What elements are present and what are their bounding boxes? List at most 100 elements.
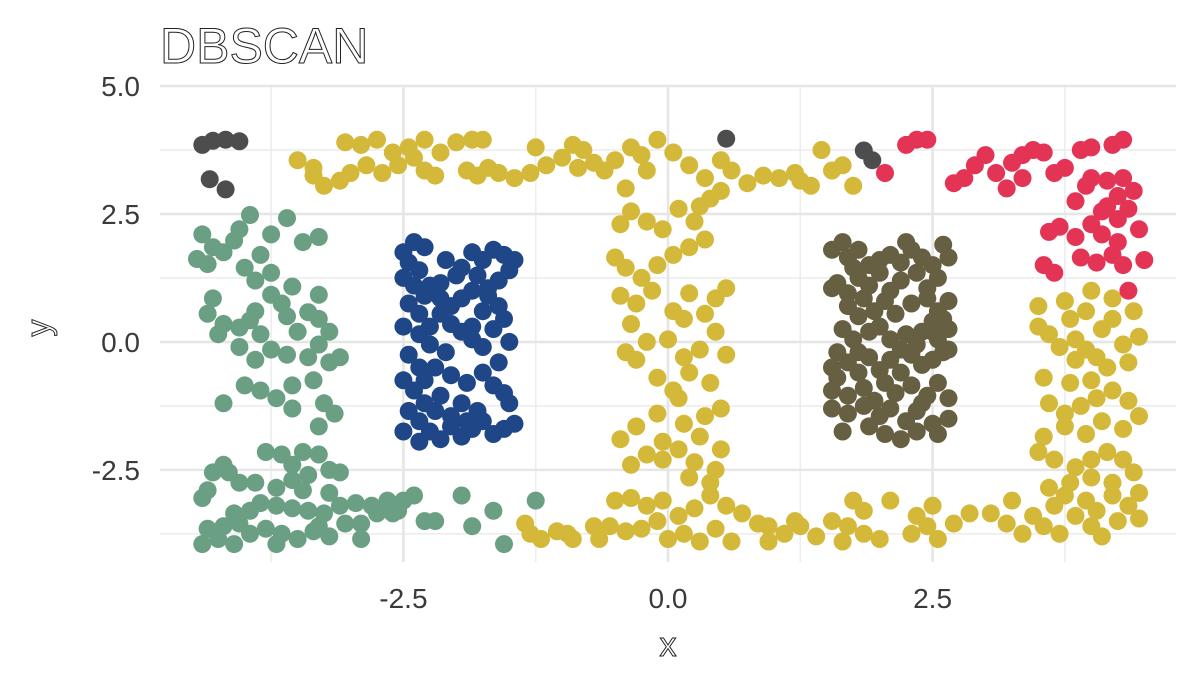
data-point	[431, 289, 450, 308]
data-point	[447, 266, 466, 285]
data-point	[1061, 309, 1080, 328]
data-point	[722, 161, 741, 180]
data-point	[807, 527, 826, 546]
data-point	[1130, 220, 1148, 239]
data-point	[251, 381, 270, 400]
data-point	[495, 535, 513, 554]
data-point	[696, 230, 714, 249]
data-point	[1108, 233, 1127, 252]
data-point	[230, 220, 249, 239]
x-tick-label: 0.0	[649, 583, 688, 614]
data-point	[452, 486, 471, 505]
data-point	[1061, 373, 1080, 392]
data-point	[399, 345, 418, 364]
data-point	[468, 402, 487, 420]
data-point	[431, 386, 450, 405]
data-point	[717, 345, 736, 364]
data-point	[606, 491, 625, 510]
data-point	[854, 501, 873, 520]
data-point	[352, 530, 371, 548]
data-point	[659, 330, 677, 349]
data-point	[216, 130, 235, 149]
data-point	[960, 504, 979, 523]
data-point	[902, 524, 921, 543]
data-point	[844, 176, 863, 195]
data-point	[690, 340, 709, 359]
data-point	[1103, 289, 1122, 308]
data-point	[685, 453, 704, 472]
data-point	[505, 169, 524, 188]
data-point	[574, 141, 593, 159]
data-point	[1114, 335, 1133, 354]
data-point	[457, 373, 476, 392]
data-point	[1077, 176, 1095, 195]
data-point	[696, 304, 714, 323]
data-point	[1082, 138, 1101, 157]
data-point	[267, 389, 286, 408]
data-point	[246, 271, 265, 290]
data-point	[632, 519, 651, 538]
data-point	[770, 169, 789, 188]
data-point	[251, 494, 270, 513]
data-point	[246, 473, 265, 492]
data-point	[299, 466, 318, 484]
chart-title: DBSCAN	[160, 18, 368, 74]
data-point	[341, 164, 360, 182]
data-point	[685, 499, 704, 518]
data-point	[1040, 325, 1058, 344]
data-point	[1103, 486, 1122, 505]
data-point	[420, 317, 439, 336]
data-point	[436, 251, 455, 269]
data-point	[288, 530, 307, 548]
data-point	[918, 289, 937, 308]
data-point	[241, 524, 259, 543]
data-point	[394, 422, 413, 441]
data-point	[680, 363, 699, 382]
data-point	[648, 368, 667, 387]
data-point	[558, 524, 577, 543]
data-point	[1135, 251, 1154, 269]
data-point	[860, 322, 879, 341]
data-point	[680, 238, 699, 257]
data-point	[907, 422, 926, 441]
data-point	[939, 409, 958, 428]
data-point	[357, 156, 376, 175]
data-point	[870, 263, 889, 282]
data-point	[863, 151, 882, 170]
data-point	[648, 512, 667, 531]
data-point	[833, 422, 852, 441]
data-point	[701, 473, 720, 492]
data-point	[669, 199, 688, 218]
data-point	[500, 332, 519, 351]
data-point	[256, 443, 275, 461]
data-point	[283, 455, 302, 474]
data-point	[897, 233, 916, 252]
data-point	[473, 302, 492, 321]
data-point	[1040, 478, 1058, 497]
data-point	[643, 281, 662, 300]
data-point	[415, 238, 434, 257]
data-point	[934, 343, 953, 362]
data-point	[526, 138, 545, 157]
data-point	[1077, 425, 1095, 443]
data-point	[1013, 524, 1032, 543]
data-point	[680, 156, 699, 175]
data-point	[600, 517, 619, 536]
data-point	[410, 304, 429, 323]
data-point	[690, 532, 709, 551]
data-point	[854, 379, 873, 397]
data-point	[320, 322, 339, 341]
data-point	[706, 322, 725, 341]
data-point	[759, 532, 778, 551]
series-cluster_olive	[823, 233, 958, 449]
data-point	[928, 530, 947, 548]
data-point	[214, 243, 233, 262]
data-point	[1066, 506, 1085, 525]
data-point	[690, 427, 709, 446]
data-point	[1114, 419, 1133, 438]
data-point	[1071, 396, 1090, 415]
data-point	[976, 146, 995, 165]
data-point	[405, 486, 423, 505]
data-point	[1087, 253, 1106, 272]
data-point	[891, 363, 910, 382]
